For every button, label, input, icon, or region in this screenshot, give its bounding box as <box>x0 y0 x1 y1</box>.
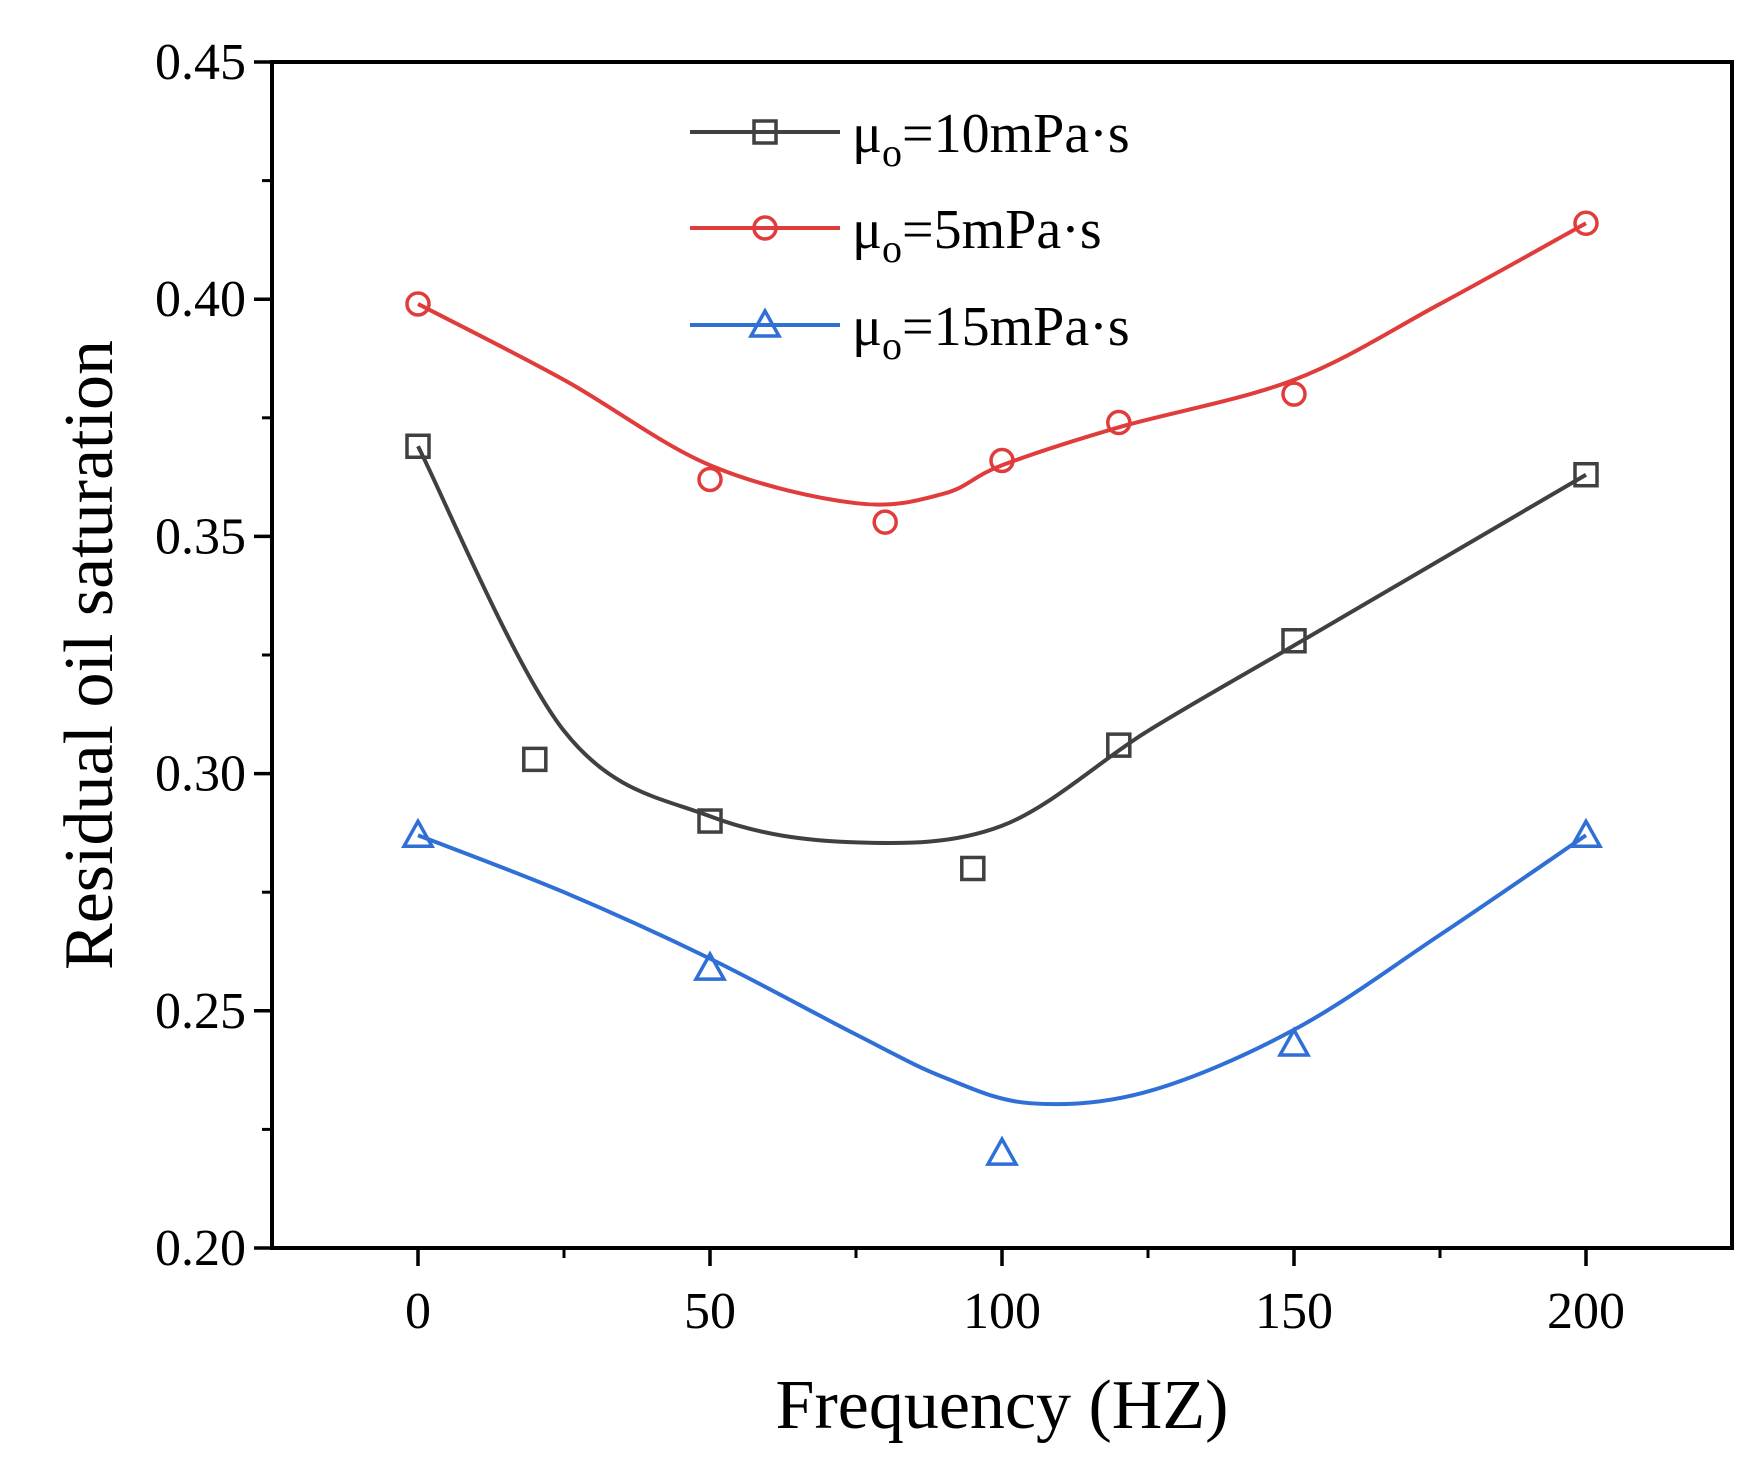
legend-label-rest: =15mPa·s <box>902 296 1130 358</box>
data-point-circle <box>1281 381 1307 407</box>
data-point-triangle <box>401 817 435 849</box>
data-point-square <box>1573 461 1599 488</box>
data-point-circle <box>1573 210 1599 237</box>
legend-marker-triangle <box>748 307 782 338</box>
x-axis-ticks: 0 50 100 150 200 <box>405 1248 1625 1340</box>
data-point-circle <box>697 466 723 493</box>
x-tick-label: 50 <box>684 1283 736 1340</box>
data-point-triangle <box>693 950 727 981</box>
legend-label-rest: =10mPa·s <box>902 103 1130 165</box>
fit-line-series-2 <box>417 221 1587 507</box>
legend: μo=10mPa·sμo=5mPa·sμo=15mPa·s <box>690 103 1130 368</box>
data-point-square <box>1106 732 1132 758</box>
data-point-circle <box>405 291 431 317</box>
data-point-triangle <box>1277 1026 1311 1057</box>
y-tick-label: 0.40 <box>155 271 246 328</box>
y-tick-label: 0.35 <box>155 508 246 565</box>
legend-label-rest: =5mPa·s <box>902 199 1102 261</box>
x-tick-label: 100 <box>963 1283 1041 1340</box>
data-point-circle <box>989 447 1015 474</box>
legend-marker-circle <box>752 215 778 241</box>
y-tick-label: 0.45 <box>155 34 246 91</box>
x-axis-title: Frequency (HZ) <box>776 1367 1229 1444</box>
data-point-triangle <box>985 1135 1019 1166</box>
fit-line-series-1 <box>416 445 1588 846</box>
data-point-triangle <box>1569 817 1603 849</box>
data-point-square <box>697 808 723 834</box>
data-points <box>401 210 1603 1166</box>
x-tick-label: 0 <box>405 1283 431 1340</box>
legend-label: μo=10mPa·s <box>852 103 1130 175</box>
data-point-square <box>960 855 986 882</box>
data-point-square <box>522 746 548 773</box>
legend-label: μo=15mPa·s <box>852 296 1130 368</box>
legend-label-subscript: o <box>882 130 902 175</box>
fit-line-series-3 <box>417 833 1588 1107</box>
data-point-circle <box>872 509 898 535</box>
y-tick-label: 0.25 <box>155 983 246 1040</box>
legend-label: μo=5mPa·s <box>852 199 1102 271</box>
fit-curves <box>416 221 1588 1107</box>
y-axis-title: Residual oil saturation <box>51 340 128 970</box>
y-tick-label: 0.20 <box>155 1220 246 1277</box>
legend-label-main: μ <box>852 199 882 261</box>
x-tick-label: 150 <box>1255 1283 1333 1340</box>
data-point-square <box>405 433 431 460</box>
y-tick-label: 0.30 <box>155 746 246 803</box>
legend-label-main: μ <box>852 103 882 165</box>
y-axis-ticks: 0.20 0.25 0.30 0.35 0.40 0.45 <box>155 34 272 1277</box>
data-point-square <box>1281 628 1307 654</box>
legend-label-subscript: o <box>882 226 902 271</box>
data-point-circle <box>1106 409 1132 436</box>
legend-label-main: μ <box>852 296 882 358</box>
legend-marker-square <box>752 119 778 145</box>
x-tick-label: 200 <box>1547 1283 1625 1340</box>
legend-label-subscript: o <box>882 323 902 368</box>
